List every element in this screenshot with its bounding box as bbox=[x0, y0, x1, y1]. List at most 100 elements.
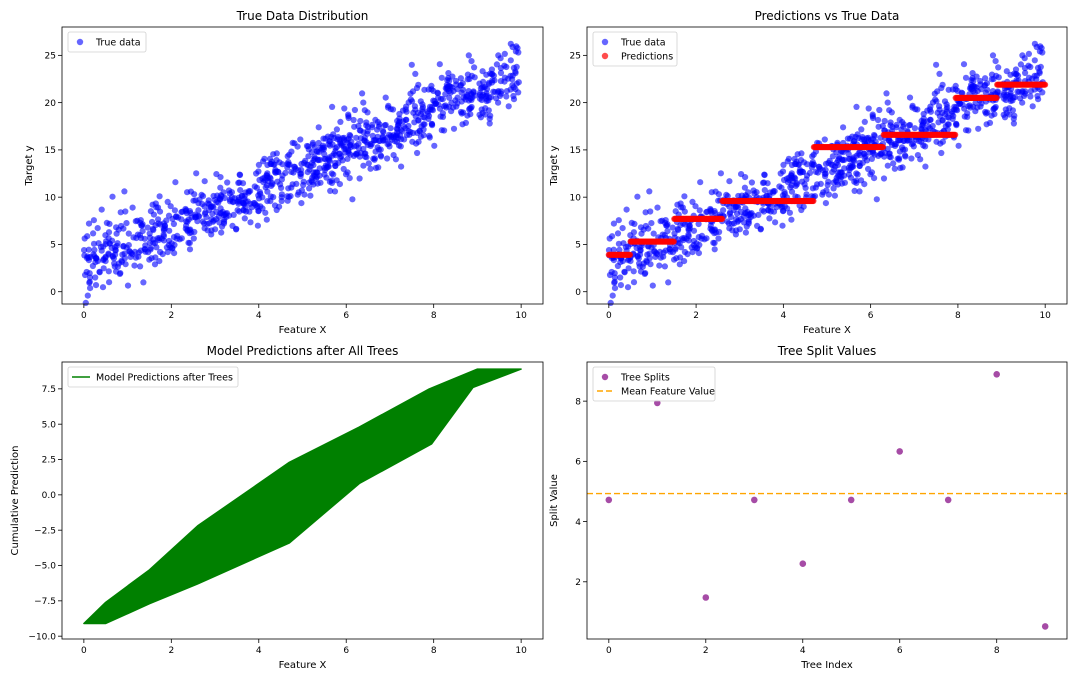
true-data-point bbox=[711, 246, 718, 253]
true-data-point bbox=[105, 268, 112, 275]
true-data-point bbox=[92, 255, 100, 262]
true-data-point bbox=[369, 132, 376, 139]
true-data-point bbox=[106, 220, 113, 227]
true-data-point bbox=[371, 155, 378, 162]
true-data-point bbox=[614, 262, 622, 270]
x-axis-label: Feature X bbox=[279, 660, 327, 671]
true-data-point bbox=[217, 205, 224, 212]
y-tick-label: −5.0 bbox=[34, 562, 56, 572]
true-data-point bbox=[445, 70, 452, 77]
true-data-point bbox=[814, 169, 822, 176]
true-data-point bbox=[459, 80, 466, 87]
true-data-point bbox=[972, 99, 979, 106]
true-data-point bbox=[957, 100, 964, 107]
true-data-point bbox=[929, 122, 936, 130]
true-data-point bbox=[1000, 111, 1007, 118]
true-data-point bbox=[439, 96, 446, 103]
true-data-point bbox=[822, 200, 830, 207]
true-data-point bbox=[933, 98, 940, 105]
true-data-point bbox=[325, 163, 332, 170]
y-tick-label: 15 bbox=[570, 146, 581, 156]
y-tick-label: 10 bbox=[45, 193, 57, 203]
true-data-point bbox=[969, 70, 976, 77]
true-data-point bbox=[1017, 95, 1024, 102]
true-data-point bbox=[137, 247, 144, 254]
true-data-point bbox=[841, 172, 848, 179]
plot-frame bbox=[61, 361, 544, 640]
true-data-point bbox=[953, 121, 960, 128]
true-data-point bbox=[146, 239, 153, 246]
true-data-point bbox=[665, 279, 672, 286]
true-data-point bbox=[385, 140, 392, 147]
true-data-point bbox=[263, 172, 270, 179]
true-data-point bbox=[261, 155, 268, 162]
true-data-point bbox=[99, 284, 107, 291]
true-data-point bbox=[255, 161, 262, 168]
true-data-point bbox=[245, 188, 252, 195]
true-data-point bbox=[927, 116, 934, 123]
true-data-point bbox=[908, 155, 915, 162]
x-tick-label: 2 bbox=[168, 646, 174, 656]
true-data-point bbox=[346, 131, 353, 139]
true-data-point bbox=[1021, 65, 1029, 72]
y-tick-label: 20 bbox=[570, 99, 582, 109]
true-data-point bbox=[695, 220, 702, 228]
true-data-point bbox=[431, 142, 438, 149]
true-data-point bbox=[637, 268, 645, 275]
true-data-point bbox=[382, 121, 389, 129]
true-data-point bbox=[922, 143, 929, 150]
true-data-point bbox=[137, 235, 145, 242]
true-data-point bbox=[428, 121, 436, 128]
true-data-point bbox=[656, 262, 663, 269]
y-tick-label: 0.0 bbox=[42, 491, 57, 501]
true-data-point bbox=[669, 224, 676, 231]
true-data-point bbox=[121, 250, 128, 257]
true-data-point bbox=[681, 248, 689, 256]
true-data-point bbox=[109, 253, 116, 260]
true-data-point bbox=[117, 209, 124, 216]
true-data-point bbox=[191, 191, 198, 198]
true-data-point bbox=[808, 164, 816, 171]
true-data-point bbox=[164, 198, 171, 205]
true-data-point bbox=[1002, 106, 1009, 113]
true-data-point bbox=[740, 219, 748, 226]
true-data-point bbox=[605, 247, 613, 254]
true-data-point bbox=[318, 146, 325, 153]
true-data-point bbox=[355, 122, 362, 130]
true-data-point bbox=[374, 126, 381, 133]
true-data-point bbox=[160, 237, 167, 244]
true-data-point bbox=[888, 109, 895, 116]
plot-frame bbox=[586, 361, 1068, 640]
true-data-point bbox=[855, 134, 862, 142]
true-data-point bbox=[139, 228, 146, 235]
true-data-point bbox=[983, 80, 991, 87]
true-data-point bbox=[1033, 72, 1040, 79]
true-data-point bbox=[125, 230, 132, 237]
true-data-point bbox=[84, 292, 91, 299]
true-data-point bbox=[845, 171, 853, 178]
true-data-point bbox=[118, 258, 125, 266]
true-data-point bbox=[694, 245, 701, 252]
true-data-point bbox=[696, 207, 703, 214]
y-tick-label: 5.0 bbox=[42, 420, 57, 430]
true-data-point bbox=[977, 77, 984, 85]
true-data-point bbox=[218, 229, 225, 236]
y-tick-label: 4 bbox=[575, 518, 581, 528]
true-data-point bbox=[140, 279, 147, 286]
true-data-point bbox=[609, 292, 616, 299]
true-data-point bbox=[359, 90, 366, 97]
true-data-point bbox=[839, 157, 846, 164]
true-data-point bbox=[1034, 92, 1041, 100]
true-data-point bbox=[109, 193, 116, 200]
plot-frame bbox=[61, 26, 544, 305]
tree-split-point bbox=[605, 496, 613, 504]
true-data-point bbox=[224, 179, 231, 186]
true-data-point bbox=[446, 94, 453, 101]
true-data-point bbox=[476, 111, 483, 118]
x-tick-label: 8 bbox=[431, 311, 437, 321]
true-data-point bbox=[815, 163, 822, 170]
true-data-point bbox=[130, 234, 137, 241]
true-data-point bbox=[151, 261, 159, 268]
true-data-point bbox=[259, 205, 266, 212]
true-data-point bbox=[1009, 107, 1017, 114]
